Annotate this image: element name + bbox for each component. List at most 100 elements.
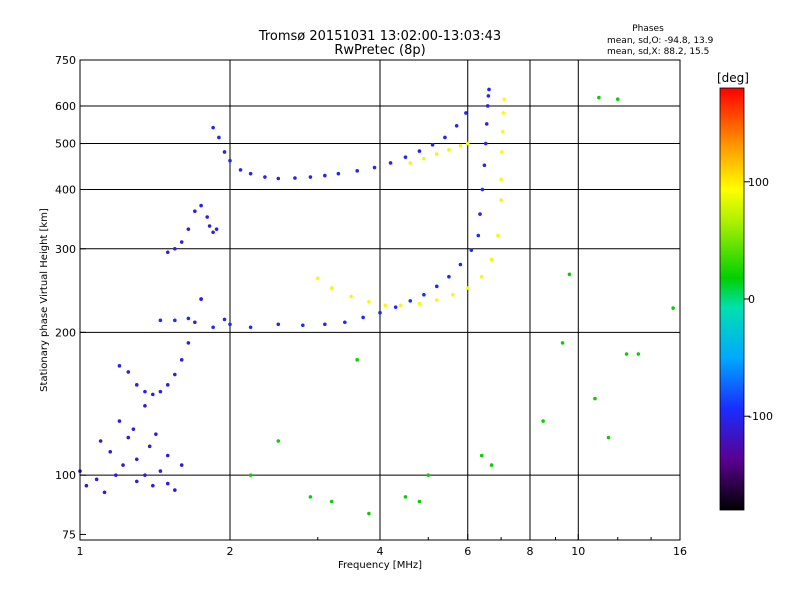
data-points [78, 87, 675, 516]
data-point [165, 250, 170, 255]
y-tick-label: 600 [55, 100, 76, 113]
data-point [179, 463, 184, 467]
data-point [606, 435, 611, 440]
y-tick-label: 400 [55, 184, 76, 197]
data-point [165, 481, 170, 486]
y-tick-label: 200 [55, 326, 76, 339]
data-point [541, 419, 545, 423]
phase-stats-o: mean, sd,O: -94.8, 13.9 [607, 36, 714, 46]
data-point [276, 322, 281, 327]
phase-stats-x: mean, sd,X: 88.2, 15.5 [607, 47, 709, 57]
data-point [98, 439, 103, 443]
data-point [199, 203, 203, 208]
data-point [94, 477, 99, 482]
data-point [238, 168, 243, 172]
data-point [480, 187, 485, 192]
data-point [301, 323, 305, 328]
data-point [173, 246, 177, 251]
data-point [248, 473, 253, 477]
data-point [126, 435, 131, 440]
data-point [158, 389, 163, 394]
data-point [349, 294, 353, 299]
data-point [378, 310, 382, 315]
data-point [222, 317, 227, 322]
data-point [158, 318, 163, 323]
data-point [447, 148, 451, 152]
x-tick-label: 8 [527, 545, 534, 558]
data-point [671, 306, 675, 310]
data-point [173, 318, 177, 323]
data-point [131, 427, 136, 431]
data-point [217, 135, 221, 140]
data-point [367, 511, 371, 516]
data-point [108, 450, 113, 454]
colorbar-label: [deg] [717, 71, 749, 85]
data-point [211, 125, 215, 130]
data-point [479, 453, 484, 458]
data-point [323, 322, 327, 327]
data-point [501, 111, 506, 115]
data-point [165, 383, 170, 387]
data-point [383, 303, 388, 308]
data-point [308, 175, 313, 179]
data-point [143, 389, 147, 394]
data-point [434, 152, 439, 156]
data-point [388, 161, 393, 165]
data-point [483, 141, 488, 146]
data-point [158, 469, 163, 473]
data-point [293, 176, 297, 180]
data-point [308, 495, 313, 499]
data-point [186, 341, 191, 345]
data-point [329, 286, 334, 290]
colorbar [719, 87, 745, 511]
data-point [482, 163, 487, 168]
data-point [499, 198, 503, 202]
data-point [134, 457, 139, 462]
data-point [134, 383, 139, 387]
data-point [228, 322, 232, 327]
data-point [485, 104, 490, 108]
data-point [248, 171, 253, 176]
data-point [323, 173, 327, 178]
data-point [496, 233, 500, 238]
data-point [443, 135, 447, 140]
data-point [102, 490, 107, 495]
data-point [615, 97, 620, 102]
x-tick-label: 2 [227, 545, 234, 558]
y-axis: 75 100 200 300 400 500 600 750 [55, 54, 86, 541]
data-point [489, 257, 494, 262]
data-point [154, 432, 158, 436]
y-tick-label: 750 [55, 54, 76, 67]
data-point [422, 292, 426, 297]
colorbar-tick-label: -100 [748, 410, 773, 423]
data-point [434, 298, 439, 302]
data-point [403, 155, 408, 159]
x-axis: 1 2 4 6 8 10 16 [77, 534, 687, 558]
chart-subtitle: RwPretec (8p) [334, 43, 425, 58]
data-point [426, 473, 431, 477]
data-point [636, 352, 641, 356]
x-tick-label: 16 [673, 545, 687, 558]
data-point [487, 87, 491, 92]
data-point [403, 495, 408, 499]
data-point [434, 284, 439, 289]
data-point [361, 315, 365, 320]
x-axis-label: Frequency [MHz] [338, 560, 422, 571]
y-tick-label: 75 [62, 528, 76, 541]
data-point [199, 297, 203, 301]
data-point [276, 176, 281, 181]
colorbar-ticks: 100 0 -100 [744, 176, 773, 423]
gridlines [80, 60, 680, 540]
data-point [417, 149, 422, 153]
data-point [143, 473, 147, 477]
data-point [211, 230, 215, 235]
data-point [186, 227, 191, 231]
phase-stats-heading: Phases [632, 24, 664, 34]
data-point [165, 453, 170, 458]
data-point [117, 419, 122, 423]
data-point [205, 215, 209, 219]
data-point [469, 248, 474, 252]
data-point [222, 150, 227, 154]
data-point [476, 233, 481, 238]
data-point [193, 209, 197, 214]
